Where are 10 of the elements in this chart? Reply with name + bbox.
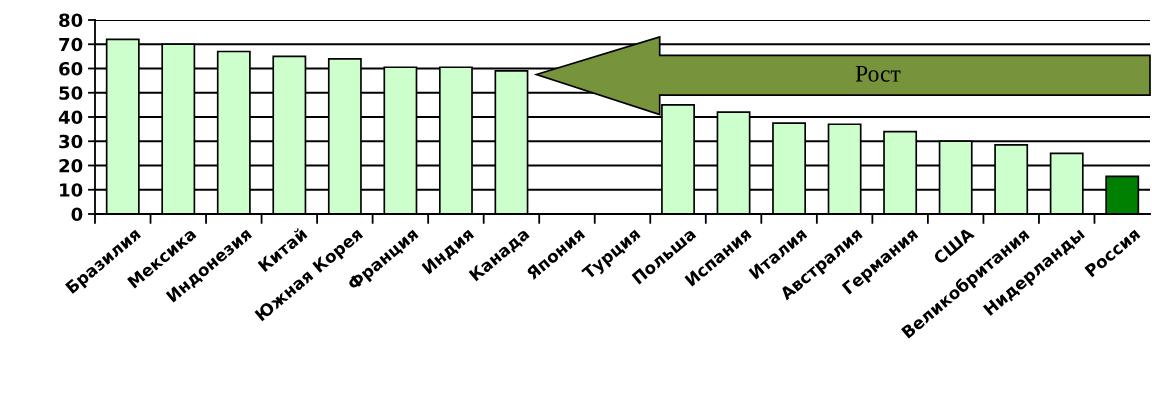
y-tick-label: 0	[71, 207, 83, 222]
y-tick-label: 60	[59, 61, 83, 76]
y-tick-label: 10	[60, 183, 83, 197]
y-tick-label: 70	[59, 37, 83, 52]
y-tick-label: 80	[59, 13, 83, 28]
y-tick-label: 20	[59, 158, 83, 173]
annotation: Рост	[855, 65, 901, 82]
y-tick-label: 50	[59, 86, 83, 100]
y-tick-label: 30	[59, 134, 83, 149]
y-tick-label: 40	[58, 110, 83, 125]
